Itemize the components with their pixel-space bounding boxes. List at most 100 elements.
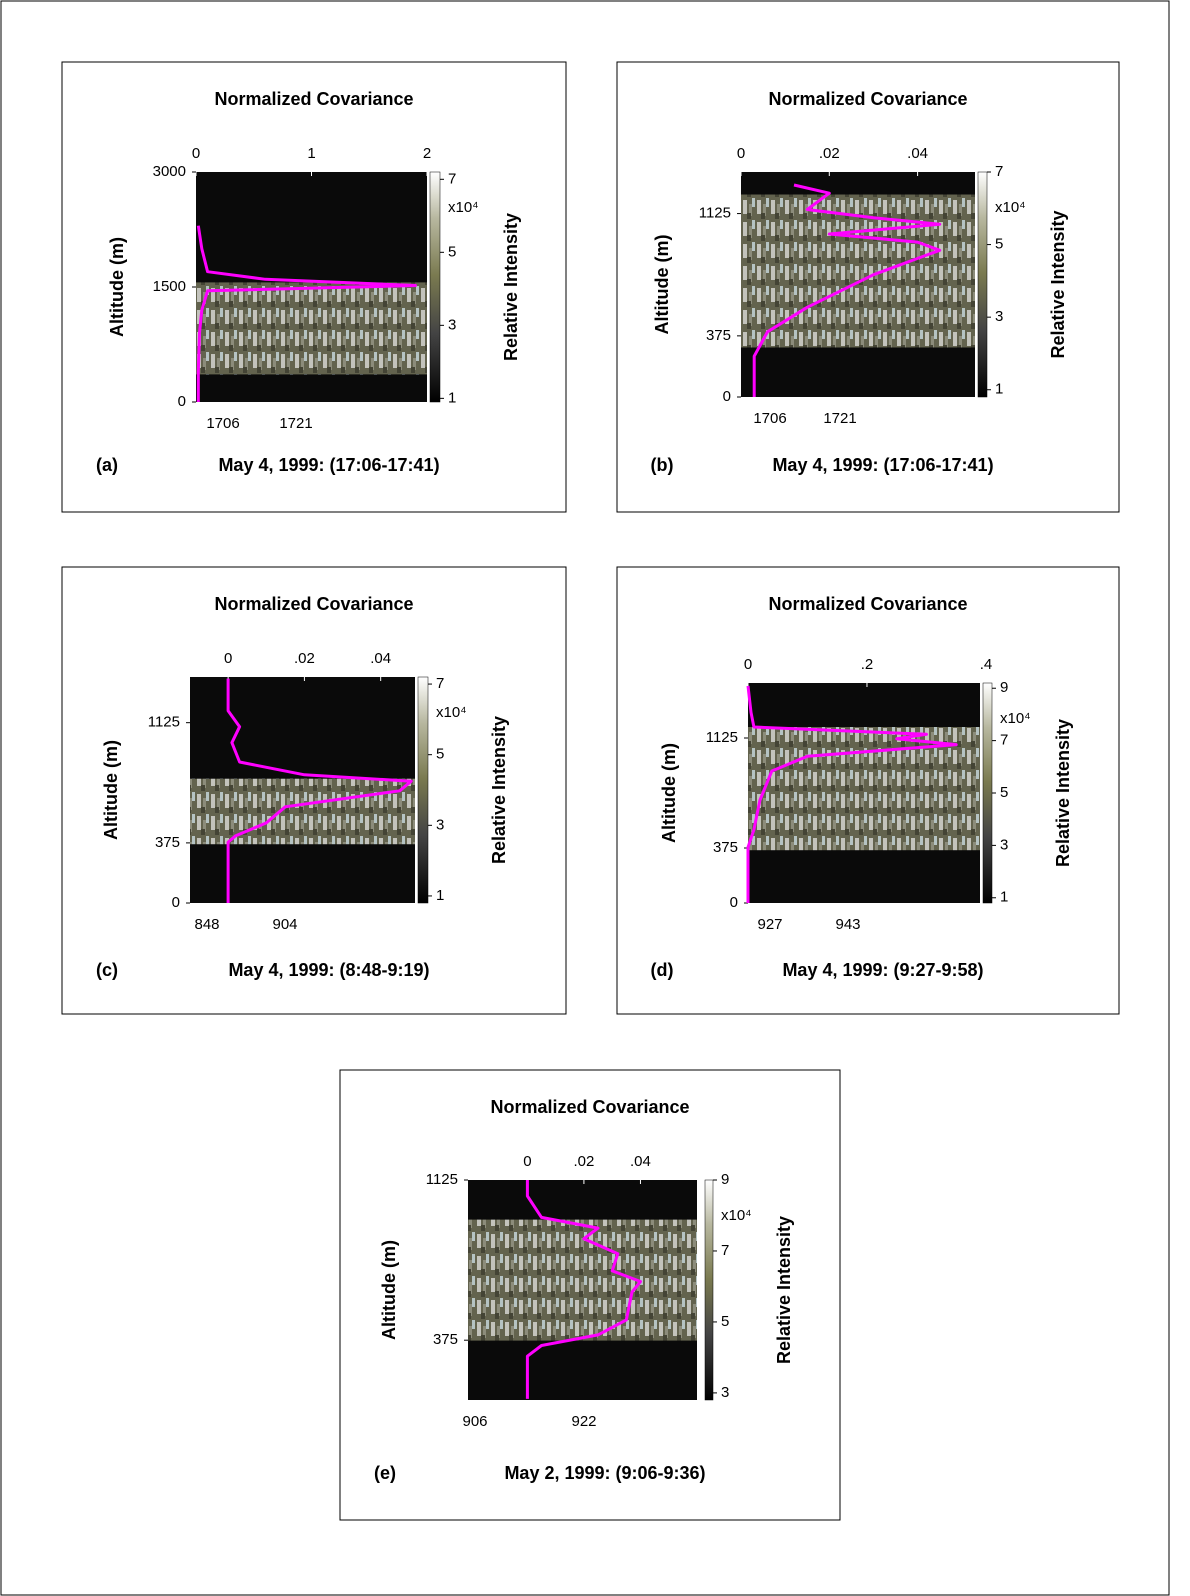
time-label: 943 xyxy=(835,916,860,933)
lidar-aerosol-layer xyxy=(748,727,980,851)
colorbar-tick-label: 5 xyxy=(448,243,456,260)
colorbar-label: Relative Intensity xyxy=(501,213,521,361)
panel-caption: May 4, 1999: (9:27-9:58) xyxy=(782,960,983,980)
panel-caption: May 2, 1999: (9:06-9:36) xyxy=(504,1463,705,1483)
colorbar xyxy=(982,682,993,904)
time-label: 1706 xyxy=(753,410,786,427)
y-axis-label: Altitude (m) xyxy=(379,1240,399,1340)
lidar-aerosol-layer xyxy=(741,194,975,348)
panel-label: (c) xyxy=(96,960,118,980)
x-tick-label: .04 xyxy=(370,650,391,667)
colorbar xyxy=(417,676,429,904)
colorbar xyxy=(429,171,441,403)
colorbar-multiplier: x10⁴ xyxy=(436,704,467,721)
x-tick-label: .02 xyxy=(819,145,840,162)
lidar-aerosol-layer xyxy=(196,282,427,375)
lidar-aerosol-layer xyxy=(190,778,415,845)
x-tick-label: 0 xyxy=(523,1153,531,1170)
covariance-profile xyxy=(752,183,942,397)
panel: Normalized Covariance 0 1 2 0 1500 3000 Altitud… xyxy=(61,61,567,513)
y-axis-label: Altitude (m) xyxy=(659,743,679,843)
x-tick-label: 2 xyxy=(423,145,431,162)
colorbar-tick-label: 1 xyxy=(448,389,456,406)
x-tick-label: .2 xyxy=(861,656,874,673)
y-axis-label: Altitude (m) xyxy=(652,235,672,335)
y-tick-label: 1500 xyxy=(153,278,186,295)
y-tick-label: 3000 xyxy=(153,163,186,180)
panel-title: Normalized Covariance xyxy=(768,594,967,614)
time-label: 848 xyxy=(194,916,219,933)
panel-title: Normalized Covariance xyxy=(214,89,413,109)
x-tick-label: .02 xyxy=(294,650,315,667)
y-tick-label: 0 xyxy=(172,894,180,911)
panel-caption: May 4, 1999: (17:06-17:41) xyxy=(772,455,993,475)
panel-caption: May 4, 1999: (17:06-17:41) xyxy=(218,455,439,475)
colorbar-tick-label: 5 xyxy=(436,746,444,763)
y-axis-label: Altitude (m) xyxy=(107,237,127,337)
y-tick-label: 0 xyxy=(730,894,738,911)
y-tick-label: 1125 xyxy=(699,205,731,222)
panel-title: Normalized Covariance xyxy=(490,1097,689,1117)
panel: Normalized Covariance 0 .2 .4 0 3 7 5 1125 Altitu… xyxy=(616,566,1120,1015)
time-label: 1721 xyxy=(823,410,856,427)
colorbar-tick-label: 9 xyxy=(721,1171,729,1188)
colorbar-label: Relative Intensity xyxy=(1053,719,1073,867)
time-label: 904 xyxy=(272,916,297,933)
x-tick-label: .04 xyxy=(907,145,928,162)
x-tick-label: .4 xyxy=(980,656,993,673)
y-tick-label: 1125 xyxy=(706,729,738,746)
covariance-profile xyxy=(746,685,958,903)
x-tick-label: 0 xyxy=(737,145,745,162)
colorbar-tick-label: 3 xyxy=(436,816,444,833)
time-label: 927 xyxy=(757,916,782,933)
colorbar-tick-label: 9 xyxy=(1000,679,1008,696)
covariance-profile xyxy=(525,1180,642,1399)
colorbar-tick-label: 5 xyxy=(1000,784,1008,801)
time-label: 922 xyxy=(571,1413,596,1430)
colorbar xyxy=(977,171,988,398)
colorbar-tick-label: 1 xyxy=(995,381,1003,398)
panel: Normalized Covariance0.02.043751125Altit… xyxy=(339,1069,841,1521)
time-label: 1721 xyxy=(279,415,312,432)
covariance-profile xyxy=(226,678,413,903)
x-tick-label: .04 xyxy=(630,1153,651,1170)
colorbar-multiplier: x10⁴ xyxy=(448,199,479,216)
time-label: 1706 xyxy=(206,415,239,432)
x-tick-label: 0 xyxy=(224,650,232,667)
y-tick-label: 0 xyxy=(723,388,731,405)
panel-label: (e) xyxy=(374,1463,396,1483)
y-tick-label: 0 xyxy=(178,393,186,410)
panel-label: (a) xyxy=(96,455,118,475)
x-tick-label: 1 xyxy=(307,145,315,162)
y-tick-label: 375 xyxy=(433,1331,458,1348)
x-tick-label: .02 xyxy=(573,1153,594,1170)
colorbar xyxy=(704,1179,714,1401)
colorbar-tick-label: 3 xyxy=(995,308,1003,325)
colorbar-tick-label: 3 xyxy=(448,316,456,333)
colorbar-tick-label: 7 xyxy=(436,675,444,692)
colorbar-multiplier: x10⁴ xyxy=(721,1207,752,1224)
colorbar-label: Relative Intensity xyxy=(774,1216,794,1364)
y-tick-label: 375 xyxy=(155,834,180,851)
panel: Normalized Covariance0.02.0403751125Alti… xyxy=(61,566,567,1015)
x-tick-label: 0 xyxy=(192,145,200,162)
panel-caption: May 4, 1999: (8:48-9:19) xyxy=(228,960,429,980)
y-tick-label: 1125 xyxy=(148,714,180,731)
y-axis-label: Altitude (m) xyxy=(101,740,121,840)
colorbar-tick-label: 7 xyxy=(995,163,1003,180)
x-tick-label: 0 xyxy=(744,656,752,673)
colorbar-tick-label: 5 xyxy=(721,1313,729,1330)
time-label: 906 xyxy=(462,1413,487,1430)
lidar-aerosol-layer xyxy=(468,1219,697,1341)
panel-label: (b) xyxy=(651,455,674,475)
colorbar-multiplier: x10⁴ xyxy=(995,199,1026,216)
panel-label: (d) xyxy=(651,960,674,980)
colorbar-tick-label: 1 xyxy=(436,887,444,904)
colorbar-tick-label: 3 xyxy=(1000,836,1008,853)
panel-title: Normalized Covariance xyxy=(768,89,967,109)
colorbar-tick-label: 5 xyxy=(995,236,1003,253)
colorbar-tick-label: 7 xyxy=(1000,732,1008,749)
colorbar-multiplier: x10⁴ xyxy=(1000,710,1031,727)
